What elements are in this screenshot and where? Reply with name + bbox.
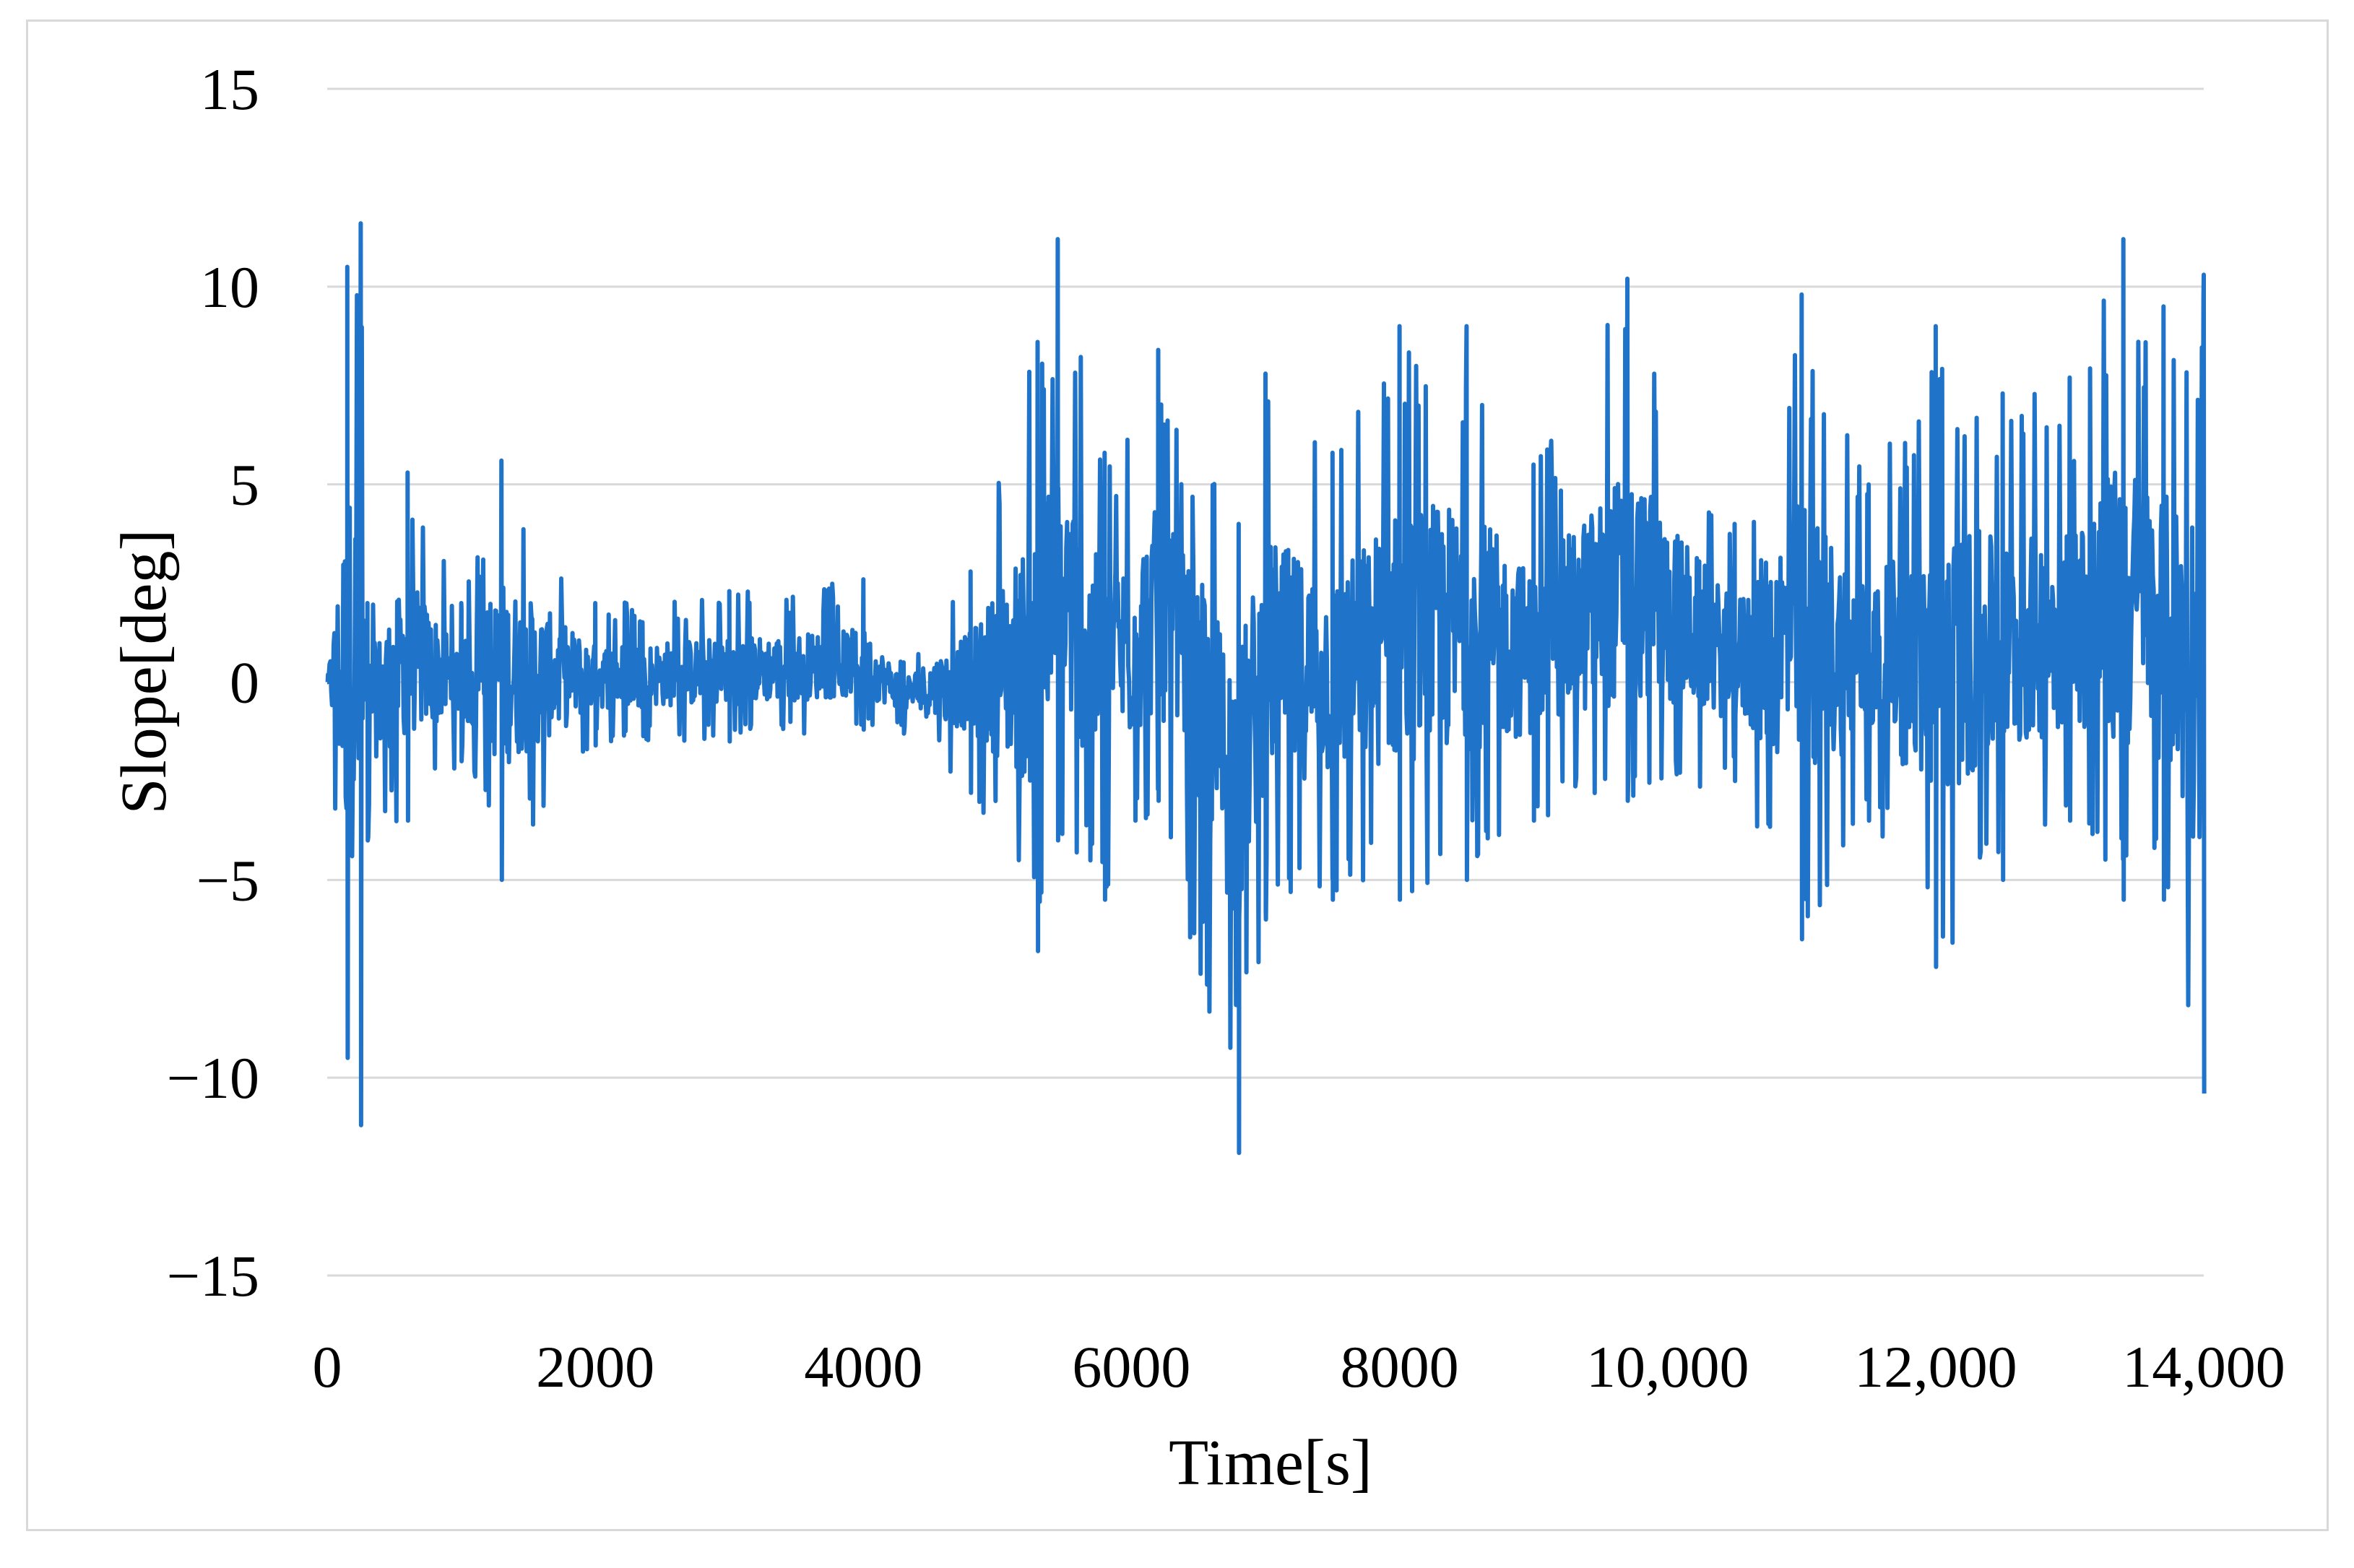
x-axis-title: Time[s] xyxy=(1169,1427,1372,1499)
y-tick-label: 15 xyxy=(200,56,259,122)
x-axis-ticks: 0 2000 4000 6000 8000 10,000 12,000 14,000 xyxy=(313,1334,2285,1400)
x-tick-label: 2000 xyxy=(536,1334,654,1400)
y-tick-label: −15 xyxy=(167,1243,259,1309)
x-tick-label: 0 xyxy=(313,1334,342,1400)
y-tick-label: −5 xyxy=(196,847,259,913)
x-tick-label: 6000 xyxy=(1072,1334,1190,1400)
y-axis-title: Slope[deg] xyxy=(108,529,180,815)
x-tick-label: 14,000 xyxy=(2122,1334,2285,1400)
line-chart: 15 10 5 0 −5 −10 −15 0 2000 4000 6000 8000 10,000 12… xyxy=(108,56,2285,1499)
y-tick-label: 0 xyxy=(230,650,259,716)
y-tick-label: 5 xyxy=(230,452,259,518)
y-tick-label: −10 xyxy=(167,1045,259,1111)
x-tick-label: 10,000 xyxy=(1586,1334,1749,1400)
chart-frame: 15 10 5 0 −5 −10 −15 0 2000 4000 6000 8000 10,000 12… xyxy=(26,20,2329,1531)
x-tick-label: 12,000 xyxy=(1854,1334,2017,1400)
series-layer xyxy=(325,221,2207,1156)
slope-series-line xyxy=(325,221,2207,1156)
y-tick-label: 10 xyxy=(200,254,259,320)
y-axis-ticks: 15 10 5 0 −5 −10 −15 xyxy=(167,56,259,1309)
x-tick-label: 8000 xyxy=(1341,1334,1459,1400)
x-tick-label: 4000 xyxy=(804,1334,922,1400)
